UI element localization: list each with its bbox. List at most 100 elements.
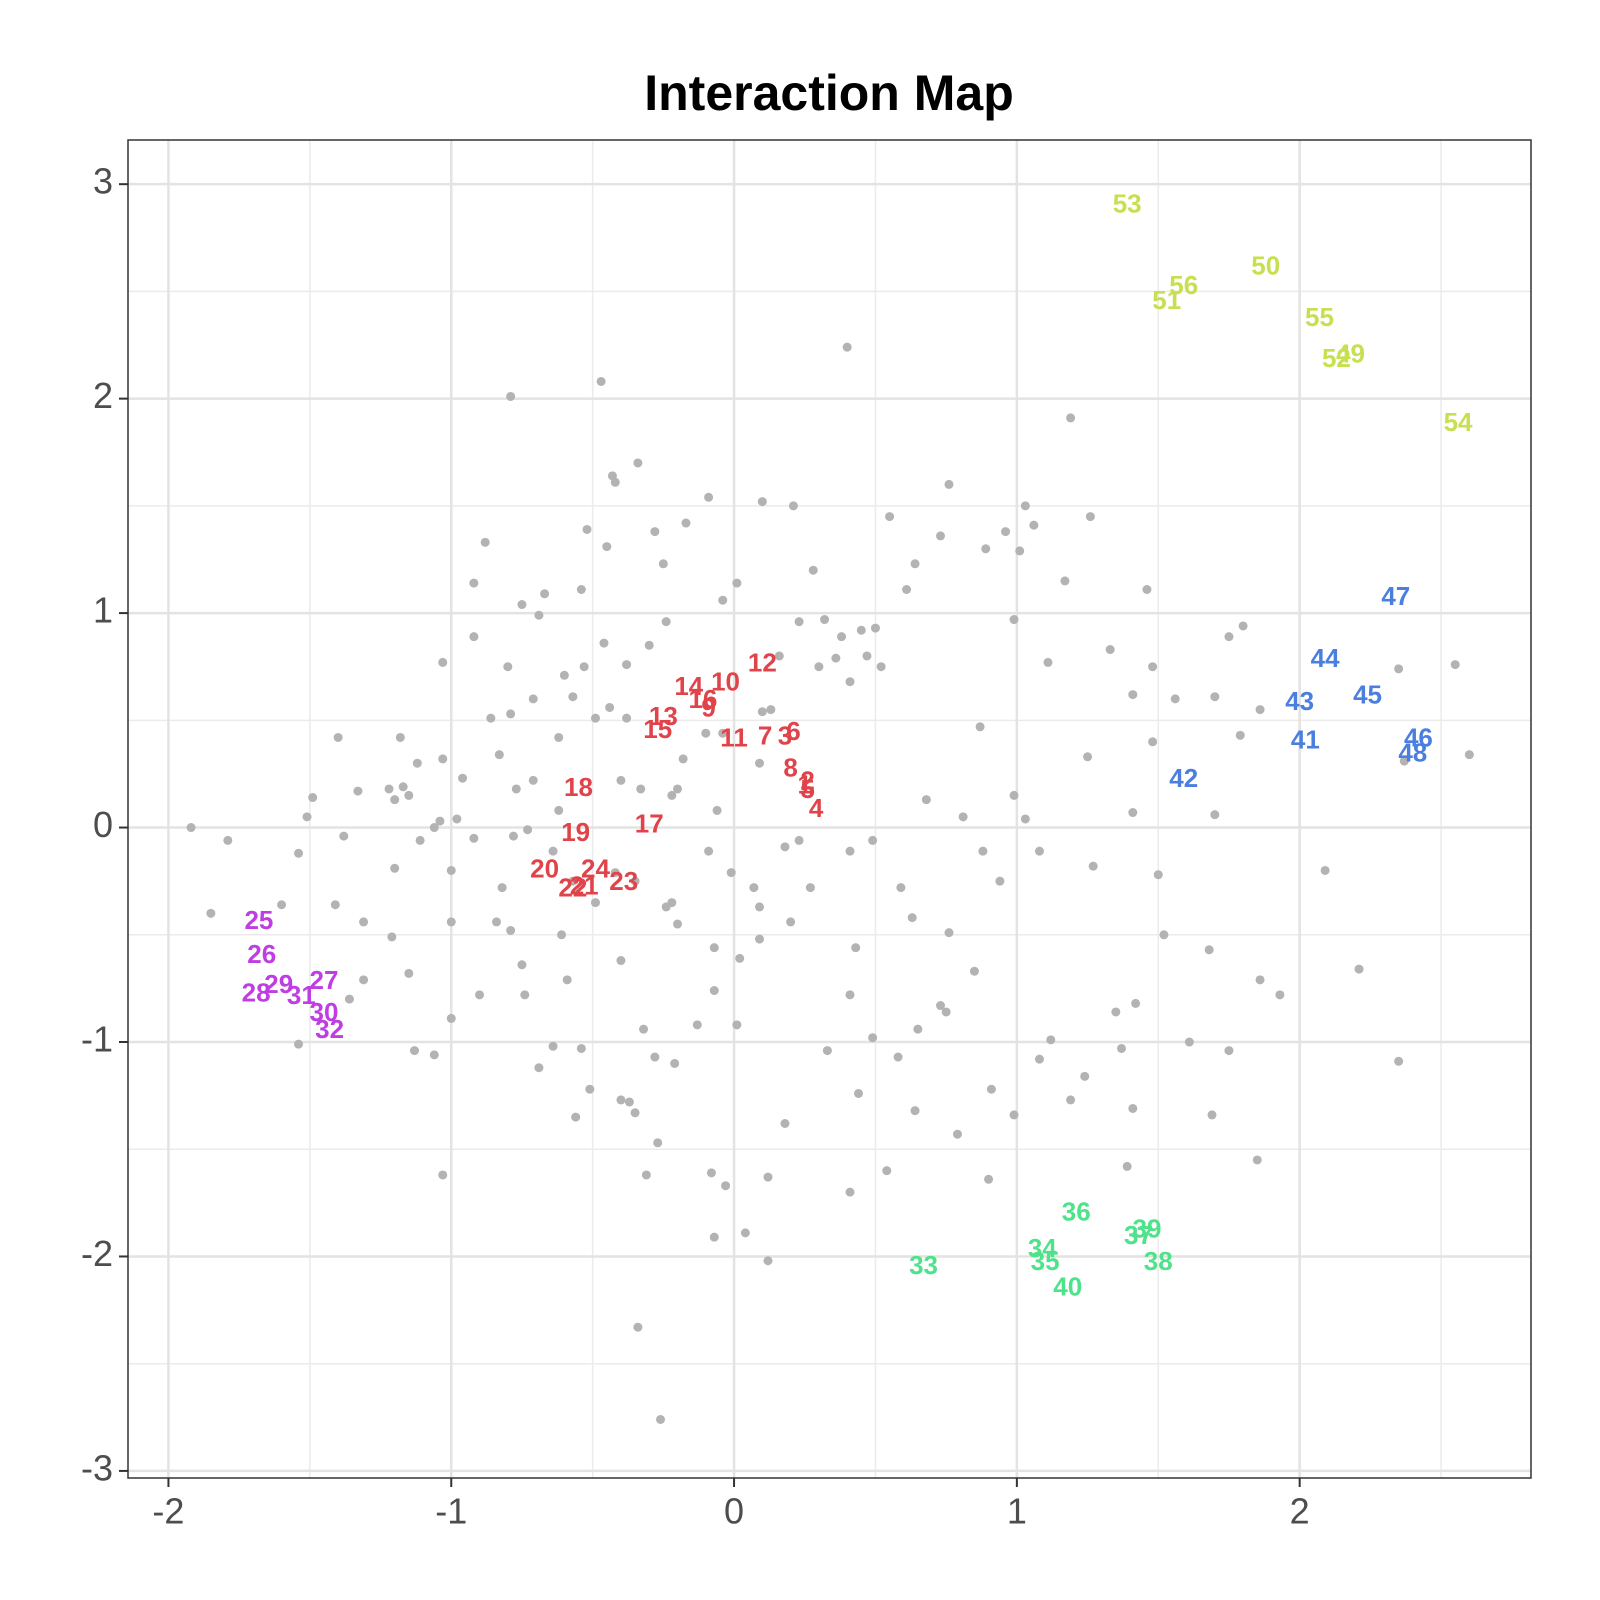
point-label: 16 xyxy=(688,684,717,714)
point xyxy=(571,1112,581,1122)
point xyxy=(404,968,414,978)
point-label: 21 xyxy=(570,870,599,900)
point xyxy=(704,846,714,856)
point xyxy=(1116,1043,1126,1053)
point xyxy=(704,492,714,502)
point xyxy=(469,833,479,843)
point xyxy=(842,342,852,352)
point xyxy=(780,842,790,852)
point xyxy=(585,1084,595,1094)
point xyxy=(1450,660,1460,670)
point xyxy=(1122,1161,1132,1171)
point xyxy=(458,773,468,783)
y-tick-label: 1 xyxy=(93,590,113,631)
point xyxy=(907,913,917,923)
point-label: 8 xyxy=(783,753,797,783)
point-label: 32 xyxy=(315,1014,344,1044)
point xyxy=(692,1020,702,1030)
point xyxy=(616,1095,626,1105)
point xyxy=(735,953,745,963)
point xyxy=(981,544,991,554)
point xyxy=(757,497,767,507)
point xyxy=(876,662,886,672)
chart-title: Interaction Map xyxy=(644,65,1013,121)
point xyxy=(667,790,677,800)
point xyxy=(896,883,906,893)
point xyxy=(469,578,479,588)
point xyxy=(641,1170,651,1180)
point xyxy=(384,784,394,794)
point xyxy=(709,943,719,953)
point xyxy=(1148,662,1158,672)
point-label: 37 xyxy=(1124,1220,1153,1250)
point xyxy=(1131,998,1141,1008)
point xyxy=(1252,1155,1262,1165)
point xyxy=(387,932,397,942)
point xyxy=(786,917,796,927)
point xyxy=(1105,645,1115,655)
point xyxy=(559,670,569,680)
point xyxy=(548,846,558,856)
point-label: 22 xyxy=(558,873,587,903)
point-label: 56 xyxy=(1169,270,1198,300)
point xyxy=(506,391,516,401)
point xyxy=(661,617,671,627)
point-label: 19 xyxy=(561,817,590,847)
point xyxy=(658,559,668,569)
point xyxy=(958,812,968,822)
point xyxy=(845,846,855,856)
point xyxy=(1085,512,1095,522)
point xyxy=(653,1138,663,1148)
point xyxy=(534,610,544,620)
point xyxy=(186,823,196,833)
y-tick-label: -3 xyxy=(81,1447,113,1488)
point xyxy=(517,600,527,610)
point-label: 10 xyxy=(711,667,740,697)
point xyxy=(721,1181,731,1191)
point xyxy=(1170,694,1180,704)
x-tick-label: -2 xyxy=(152,1491,184,1532)
point xyxy=(732,1020,742,1030)
point xyxy=(446,1013,456,1023)
point xyxy=(1394,664,1404,674)
point xyxy=(438,657,448,667)
point xyxy=(534,1063,544,1073)
point-label: 4 xyxy=(809,793,824,823)
point xyxy=(913,1024,923,1034)
point-label: 25 xyxy=(244,905,273,935)
point xyxy=(576,1043,586,1053)
point xyxy=(528,775,538,785)
point xyxy=(636,784,646,794)
point xyxy=(1399,756,1409,766)
point xyxy=(491,917,501,927)
point-label: 11 xyxy=(720,722,748,752)
point-label: 6 xyxy=(786,716,800,746)
point xyxy=(893,1052,903,1062)
point xyxy=(788,501,798,511)
y-tick-label: 2 xyxy=(93,375,113,416)
point xyxy=(1083,752,1093,762)
point xyxy=(1159,930,1169,940)
point xyxy=(718,728,728,738)
point xyxy=(582,524,592,534)
point xyxy=(672,919,682,929)
point xyxy=(1029,520,1039,530)
point-label: 9 xyxy=(701,692,715,722)
point-label: 26 xyxy=(247,939,276,969)
point xyxy=(805,883,815,893)
point xyxy=(672,784,682,794)
point xyxy=(757,707,767,717)
point-label: 34 xyxy=(1028,1233,1057,1263)
point xyxy=(1009,790,1019,800)
point xyxy=(1238,621,1248,631)
point xyxy=(409,1046,419,1056)
point xyxy=(429,823,439,833)
point-label: 1 xyxy=(798,770,812,800)
point xyxy=(820,615,830,625)
point xyxy=(1224,632,1234,642)
point xyxy=(995,876,1005,886)
point xyxy=(656,1414,666,1424)
point xyxy=(845,990,855,1000)
point xyxy=(1464,750,1474,760)
point xyxy=(709,986,719,996)
